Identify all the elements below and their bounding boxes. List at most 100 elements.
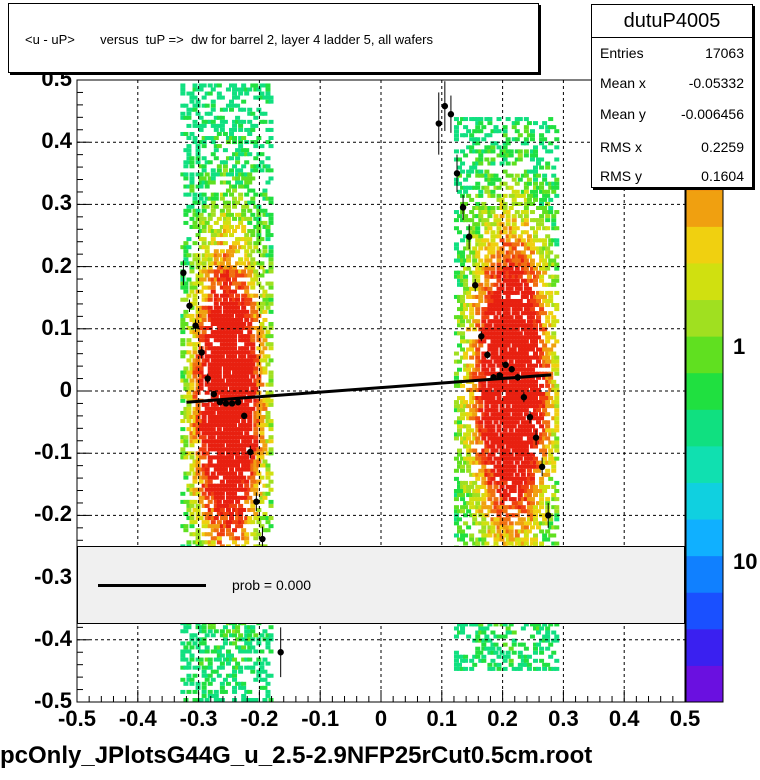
heatmap-cell xyxy=(192,140,198,145)
heatmap-cell xyxy=(551,173,557,178)
heatmap-cell xyxy=(490,521,496,526)
heatmap-cell xyxy=(493,222,499,227)
heatmap-cell xyxy=(180,91,186,96)
heatmap-cell xyxy=(235,358,241,363)
heatmap-cell xyxy=(213,220,219,225)
heatmap-cell xyxy=(195,144,201,149)
heatmap-cell xyxy=(247,435,253,440)
heatmap-cell xyxy=(192,665,198,670)
heatmap-cell xyxy=(478,505,484,510)
heatmap-cell xyxy=(505,654,511,659)
heatmap-cell xyxy=(186,277,192,282)
heatmap-cell xyxy=(475,270,481,275)
heatmap-cell xyxy=(469,286,475,291)
heatmap-cell xyxy=(259,265,265,270)
heatmap-cell xyxy=(487,456,493,461)
heatmap-cell xyxy=(523,185,529,190)
heatmap-cell xyxy=(210,669,216,674)
heatmap-cell xyxy=(493,404,499,409)
heatmap-cell xyxy=(238,410,244,415)
heatmap-cell xyxy=(232,123,238,128)
heatmap-cell xyxy=(195,313,201,318)
heatmap-cell xyxy=(241,463,247,468)
heatmap-cell xyxy=(256,330,262,335)
heatmap-cell xyxy=(529,303,535,308)
heatmap-cell xyxy=(469,408,475,413)
heatmap-cell xyxy=(229,366,234,371)
heatmap-cell xyxy=(247,229,253,234)
heatmap-cell xyxy=(511,254,517,259)
heatmap-cell xyxy=(484,416,490,421)
heatmap-cell xyxy=(204,326,210,331)
heatmap-cell xyxy=(207,427,213,432)
heatmap-cell xyxy=(478,456,484,461)
heatmap-cell xyxy=(222,131,228,136)
heatmap-cell xyxy=(259,285,265,290)
heatmap-cell xyxy=(229,233,234,238)
heatmap-cell xyxy=(238,354,244,359)
heatmap-cell xyxy=(253,370,259,375)
heatmap-cell xyxy=(472,521,478,526)
heatmap-cell xyxy=(201,136,207,141)
heatmap-cell xyxy=(542,404,548,409)
heatmap-cell xyxy=(469,169,475,174)
heatmap-cell xyxy=(526,315,532,320)
heatmap-cell xyxy=(466,509,472,514)
heatmap-cell xyxy=(213,338,219,343)
heatmap-cell xyxy=(493,497,499,502)
heatmap-cell xyxy=(490,294,496,299)
heatmap-cell xyxy=(201,495,207,500)
heatmap-cell xyxy=(499,468,505,473)
heatmap-cell xyxy=(210,516,216,521)
heatmap-cell xyxy=(195,273,201,278)
heatmap-cell xyxy=(484,440,490,445)
heatmap-cell xyxy=(219,233,225,238)
heatmap-cell xyxy=(505,173,511,178)
heatmap-cell xyxy=(505,218,511,223)
heatmap-cell xyxy=(265,423,271,428)
heatmap-cell xyxy=(484,149,490,154)
heatmap-cell xyxy=(253,216,259,221)
heatmap-cell xyxy=(195,491,201,496)
heatmap-cell xyxy=(529,440,535,445)
heatmap-cell xyxy=(475,242,481,247)
heatmap-cell xyxy=(542,355,548,360)
heatmap-cell xyxy=(250,499,256,504)
heatmap-cell xyxy=(475,307,481,312)
heatmap-cell xyxy=(247,406,253,411)
heatmap-cell xyxy=(225,374,231,379)
heatmap-cell xyxy=(210,354,216,359)
heatmap-cell xyxy=(189,216,195,221)
heatmap-cell xyxy=(213,313,219,318)
heatmap-cell xyxy=(232,322,238,327)
heatmap-cell xyxy=(198,334,204,339)
heatmap-cell xyxy=(545,529,551,534)
heatmap-cell xyxy=(250,447,256,452)
heatmap-cell xyxy=(481,137,487,142)
heatmap-cell xyxy=(213,378,219,383)
heatmap-cell xyxy=(548,258,554,263)
heatmap-cell xyxy=(475,472,481,477)
heatmap-cell xyxy=(232,204,238,209)
heatmap-cell xyxy=(463,432,469,437)
heatmap-cell xyxy=(183,455,189,460)
heatmap-cell xyxy=(180,374,186,379)
heatmap-cell xyxy=(216,358,222,363)
heatmap-cell xyxy=(493,537,499,542)
heatmap-cell xyxy=(247,326,253,331)
heatmap-cell xyxy=(502,311,508,316)
heatmap-cell xyxy=(207,479,213,484)
heatmap-cell xyxy=(523,266,529,271)
heatmap-cell xyxy=(539,222,545,227)
heatmap-cell xyxy=(511,226,517,231)
heatmap-cell xyxy=(533,489,538,494)
heatmap-cell xyxy=(508,444,514,449)
heatmap-cell xyxy=(539,205,545,210)
heatmap-cell xyxy=(250,249,256,254)
heatmap-cell xyxy=(268,499,274,504)
heatmap-cell xyxy=(490,468,496,473)
heatmap-cell xyxy=(247,220,253,225)
heatmap-cell xyxy=(463,303,469,308)
heatmap-cell xyxy=(253,156,259,161)
heatmap-cell xyxy=(186,237,192,242)
